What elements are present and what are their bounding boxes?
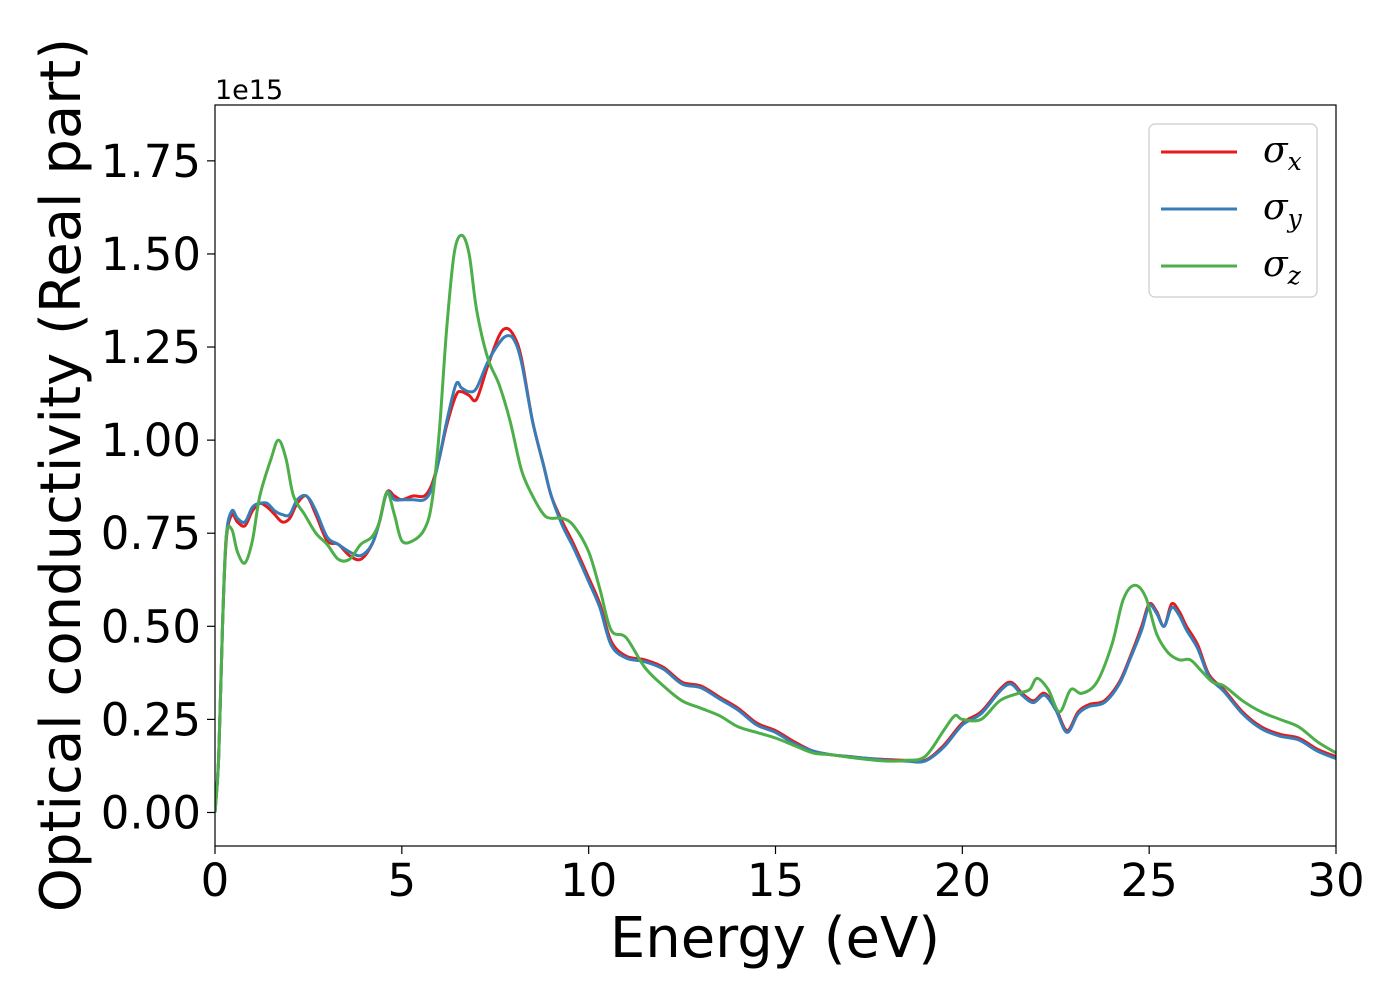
y-tick-label: 1.00 <box>101 414 201 467</box>
series-line-z <box>215 233 1336 813</box>
y-tick-label: 0.00 <box>101 786 201 839</box>
y-tick-label: 1.75 <box>101 135 201 188</box>
x-axis-label: Energy (eV) <box>610 906 940 971</box>
x-tick-label: 15 <box>747 854 804 907</box>
y-tick-label: 1.25 <box>101 321 201 374</box>
y-offset-label: 1e15 <box>215 75 283 106</box>
x-axis: 0 5 10 15 20 25 30 <box>201 846 1365 907</box>
x-tick-label: 20 <box>934 854 991 907</box>
x-tick-label: 0 <box>201 854 230 907</box>
y-axis-label: Optical conductivity (Real part) <box>29 38 94 912</box>
legend: σx σy σz <box>1148 123 1318 298</box>
y-tick-label: 0.50 <box>101 600 201 653</box>
x-tick-label: 10 <box>560 854 617 907</box>
x-tick-label: 30 <box>1307 854 1364 907</box>
x-tick-label: 5 <box>388 854 417 907</box>
y-tick-label: 0.75 <box>101 507 201 560</box>
y-tick-label: 0.25 <box>101 693 201 746</box>
series-line-y <box>215 334 1336 813</box>
series-layer <box>215 233 1336 813</box>
series-line-x <box>215 326 1336 813</box>
legend-label-z: σz <box>1263 244 1302 290</box>
y-tick-label: 1.50 <box>101 228 201 281</box>
legend-label-y: σy <box>1263 187 1303 233</box>
legend-label-x: σx <box>1263 130 1302 176</box>
x-tick-label: 25 <box>1121 854 1178 907</box>
y-axis: 0.00 0.25 0.50 0.75 1.00 1.25 1.50 1.75 <box>101 135 215 839</box>
